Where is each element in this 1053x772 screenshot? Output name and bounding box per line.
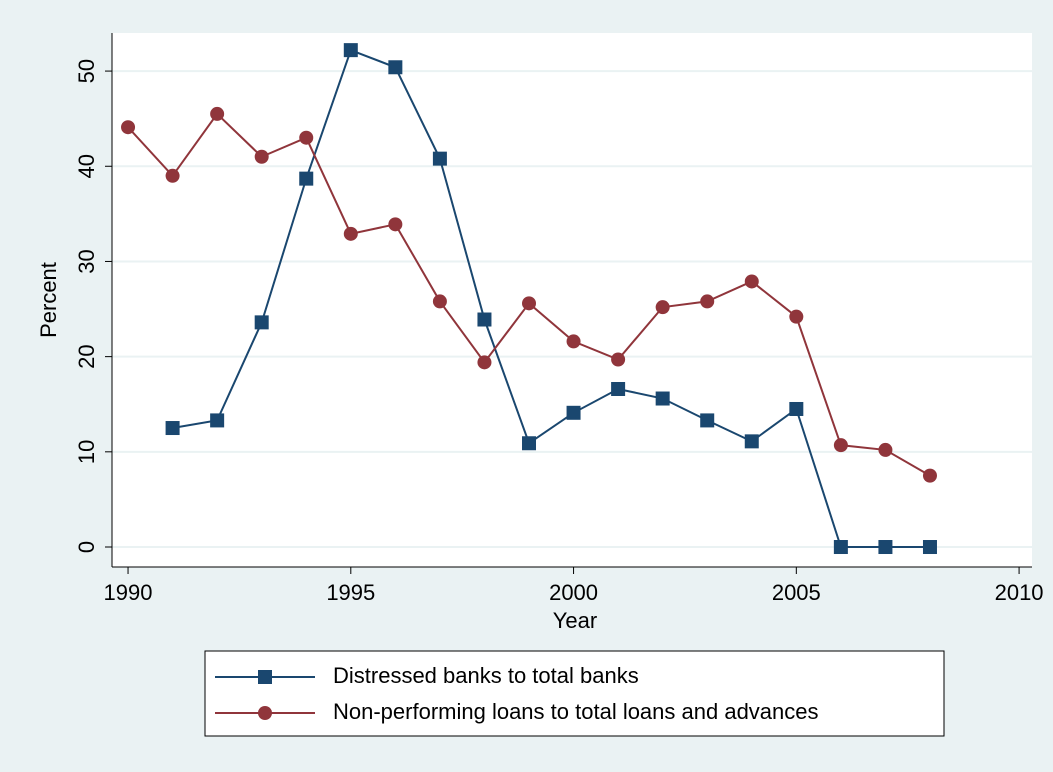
data-point [744, 434, 759, 449]
data-point [922, 540, 937, 555]
y-axis-title: Percent [36, 262, 61, 338]
data-point [611, 382, 626, 396]
data-point [878, 442, 893, 457]
data-point [477, 312, 492, 327]
series-line [172, 48, 930, 549]
x-tick-label: 2010 [995, 580, 1044, 605]
data-point [655, 391, 670, 406]
data-point [432, 151, 447, 166]
plot-area [112, 33, 1032, 567]
data-point [343, 43, 358, 58]
data-point [388, 60, 403, 75]
data-point [522, 436, 537, 451]
data-point [744, 274, 759, 289]
data-point [655, 300, 670, 315]
x-axis-title: Year [553, 608, 597, 633]
data-point [611, 352, 626, 367]
data-point [878, 540, 893, 555]
legend-marker [258, 670, 272, 684]
data-point [254, 315, 269, 330]
data-point [789, 401, 804, 416]
data-point [922, 468, 937, 483]
y-tick-label: 50 [74, 59, 99, 83]
data-point [254, 149, 269, 164]
x-tick-label: 1995 [326, 580, 375, 605]
data-point [299, 171, 314, 186]
legend-label: Non-performing loans to total loans and … [333, 699, 819, 724]
data-point [432, 294, 447, 309]
data-point [700, 413, 715, 428]
data-point [522, 296, 537, 311]
data-point [165, 421, 180, 436]
data-point [343, 226, 358, 241]
legend-marker [258, 706, 272, 720]
x-tick-label: 1990 [104, 580, 153, 605]
data-point [210, 106, 225, 121]
data-point [210, 413, 225, 428]
y-tick-label: 40 [74, 154, 99, 178]
data-point [833, 438, 848, 453]
x-tick-label: 2000 [549, 580, 598, 605]
y-tick-label: 30 [74, 249, 99, 273]
data-point [388, 217, 403, 232]
data-point [566, 334, 581, 349]
data-point [566, 405, 581, 420]
data-point [789, 309, 804, 324]
x-tick-label: 2005 [772, 580, 821, 605]
data-point [833, 540, 848, 555]
legend [204, 650, 945, 737]
legend-label: Distressed banks to total banks [333, 663, 639, 688]
y-tick-label: 0 [74, 541, 99, 553]
data-point [121, 120, 136, 135]
y-tick-label: 10 [74, 440, 99, 464]
data-point [700, 294, 715, 309]
y-tick-label: 20 [74, 344, 99, 368]
data-point [477, 355, 492, 370]
data-point [165, 168, 180, 183]
data-point [299, 130, 314, 145]
